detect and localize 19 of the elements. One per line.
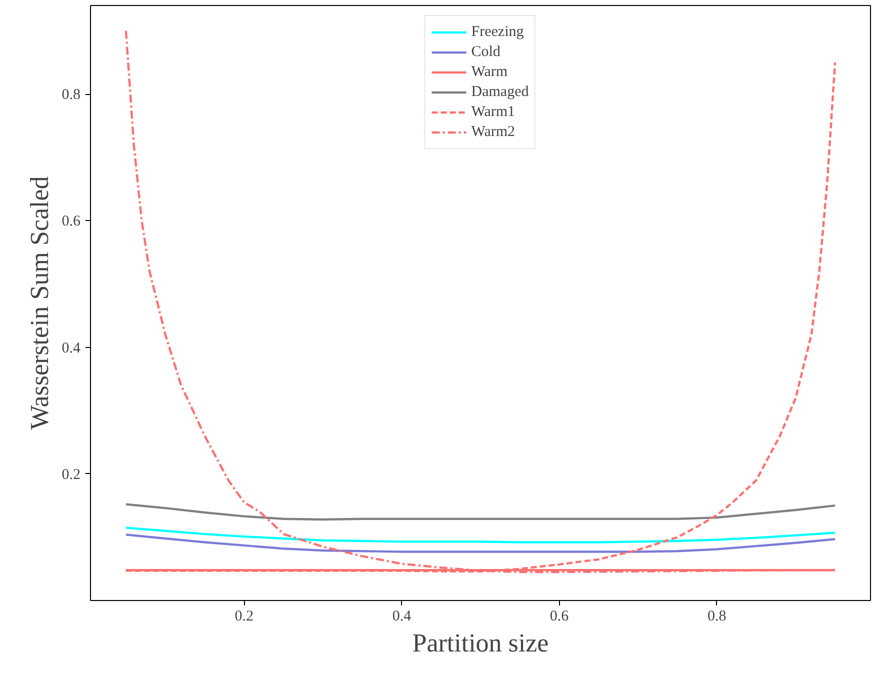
legend-label: Warm2 — [471, 123, 516, 141]
y-tick-label: 0.6 — [62, 214, 81, 230]
x-tick-label: 0.4 — [392, 608, 412, 624]
legend-label: Freezing — [471, 23, 524, 41]
x-tick-label: 0.2 — [234, 608, 254, 624]
line-series — [124, 534, 836, 553]
x-tick-label: 0.6 — [550, 608, 570, 624]
y-tick-label: 0.4 — [62, 340, 81, 356]
legend-label: Warm1 — [471, 103, 516, 121]
line-series — [124, 503, 836, 521]
x-tick-label: 0.8 — [707, 608, 726, 624]
y-tick-label: 0.8 — [62, 87, 80, 104]
x-axis-title: Partition size — [412, 628, 549, 658]
line-series — [124, 526, 836, 544]
legend-label: Warm — [471, 63, 508, 81]
legend-label: Cold — [471, 43, 500, 61]
y-tick-label: 0.2 — [62, 466, 80, 483]
legend-label: Damaged — [471, 83, 529, 101]
y-axis-title: Wasserstein Sum Scaled — [24, 176, 54, 430]
